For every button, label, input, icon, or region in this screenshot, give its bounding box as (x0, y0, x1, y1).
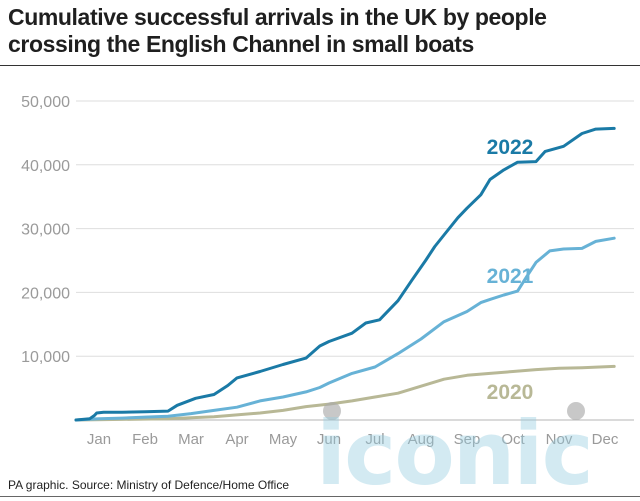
y-tick-label: 30,000 (21, 222, 70, 239)
watermark-dot-left (323, 402, 341, 420)
x-tick-label: Oct (501, 431, 525, 448)
y-tick-label: 20,000 (21, 285, 70, 302)
line-chart: 10,000 20,000 30,000 40,000 50,000 Jan Feb Mar… (21, 94, 634, 448)
series-label-2022: 2022 (487, 136, 534, 159)
source-note: PA graphic. Source: Ministry of Defence/… (8, 478, 290, 492)
x-tick-label: Jun (317, 431, 341, 448)
watermark-logo: iconic (322, 402, 594, 490)
y-tick-label: 40,000 (21, 158, 70, 175)
series-labels: 2020 2021 2022 (487, 136, 534, 404)
chart-title: Cumulative successful arrivals in the UK… (8, 4, 547, 57)
series-label-2021: 2021 (487, 265, 534, 288)
x-tick-label: Dec (592, 431, 619, 448)
x-axis-ticks: Jan Feb Mar Apr May Jun Jul Aug Sep Oct Nov Dec (87, 431, 619, 448)
y-tick-label: 50,000 (21, 94, 70, 111)
x-tick-label: Sep (454, 431, 481, 448)
series-line-2022 (74, 126, 616, 422)
x-tick-label: Nov (546, 431, 573, 448)
x-tick-label: Apr (225, 431, 248, 448)
x-tick-label: Feb (132, 431, 158, 448)
watermark-text: iconic (322, 402, 592, 490)
x-tick-label: Jul (365, 431, 384, 448)
x-tick-label: Aug (408, 431, 435, 448)
y-axis-ticks: 10,000 20,000 30,000 40,000 50,000 (21, 94, 70, 366)
watermark-dot-right (567, 402, 585, 420)
series-lines (74, 126, 616, 422)
series-label-2020: 2020 (487, 381, 534, 404)
y-tick-label: 10,000 (21, 349, 70, 366)
series-line-2021 (74, 236, 616, 422)
title-divider (0, 65, 640, 66)
series-line-2020 (74, 364, 616, 422)
x-tick-label: Mar (178, 431, 204, 448)
footer-divider (0, 496, 640, 497)
x-tick-label: May (269, 431, 298, 448)
x-tick-label: Jan (87, 431, 111, 448)
